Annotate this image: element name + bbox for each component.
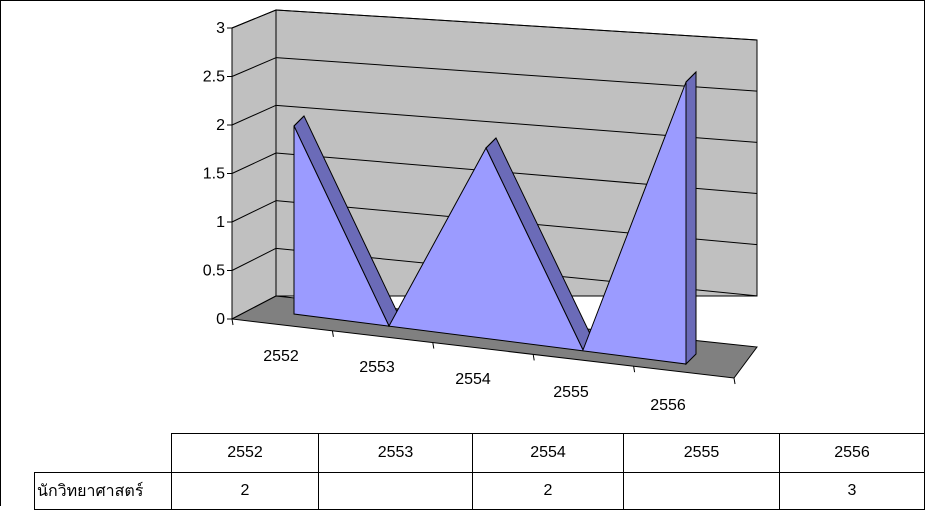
gridline <box>275 9 758 41</box>
y-tick-label: 0.5 <box>203 263 225 280</box>
table-header-cell: 2555 <box>623 433 780 473</box>
x-tick-label: 2555 <box>553 384 589 401</box>
x-tick <box>633 366 636 373</box>
gridline <box>231 9 277 29</box>
y-tick-label: 2 <box>216 117 225 134</box>
area-peak-edge <box>293 115 305 127</box>
gridline <box>231 57 277 77</box>
table-row: นักวิทยาศาสตร์ 2 2 3 <box>34 472 925 510</box>
gridline <box>231 200 277 223</box>
table-cell <box>318 472 473 510</box>
table-cell: 3 <box>779 472 925 510</box>
y-tick-label: 1.5 <box>203 166 225 183</box>
x-tick <box>432 342 435 349</box>
chart-side-wall <box>231 9 277 320</box>
table-corner-cell <box>34 433 172 473</box>
x-tick <box>231 318 234 326</box>
gridline <box>231 247 277 271</box>
table-cell: 2 <box>171 472 319 510</box>
y-tick-label: 3 <box>216 20 225 37</box>
table-cell: 2 <box>472 472 624 510</box>
area-front-face <box>293 81 687 365</box>
x-tick <box>532 354 535 361</box>
gridline <box>231 104 277 126</box>
table-series-label: นักวิทยาศาสตร์ <box>34 472 172 510</box>
table-header-cell: 2554 <box>472 433 624 473</box>
data-table: 2552 2553 2554 2555 2556 นักวิทยาศาสตร์ … <box>34 433 925 510</box>
table-header-cell: 2552 <box>171 433 319 473</box>
x-tick <box>331 330 334 337</box>
area-side-face <box>685 70 697 366</box>
y-tick-label: 2.5 <box>203 69 225 86</box>
area-peak-edge <box>685 71 697 83</box>
x-tick-label: 2553 <box>359 359 395 376</box>
x-tick <box>733 377 736 385</box>
gridline <box>231 152 277 174</box>
x-tick-label: 2556 <box>650 397 686 414</box>
x-tick-label: 2552 <box>263 348 299 365</box>
table-header-cell: 2556 <box>779 433 925 473</box>
table-header-row: 2552 2553 2554 2555 2556 <box>34 433 925 473</box>
area-peak-edge <box>485 137 497 149</box>
y-tick-label: 1 <box>216 214 225 231</box>
table-cell <box>623 472 780 510</box>
gridline <box>275 57 758 92</box>
x-tick-label: 2554 <box>455 371 491 388</box>
y-tick-label: 0 <box>216 311 225 328</box>
table-header-cell: 2553 <box>318 433 473 473</box>
